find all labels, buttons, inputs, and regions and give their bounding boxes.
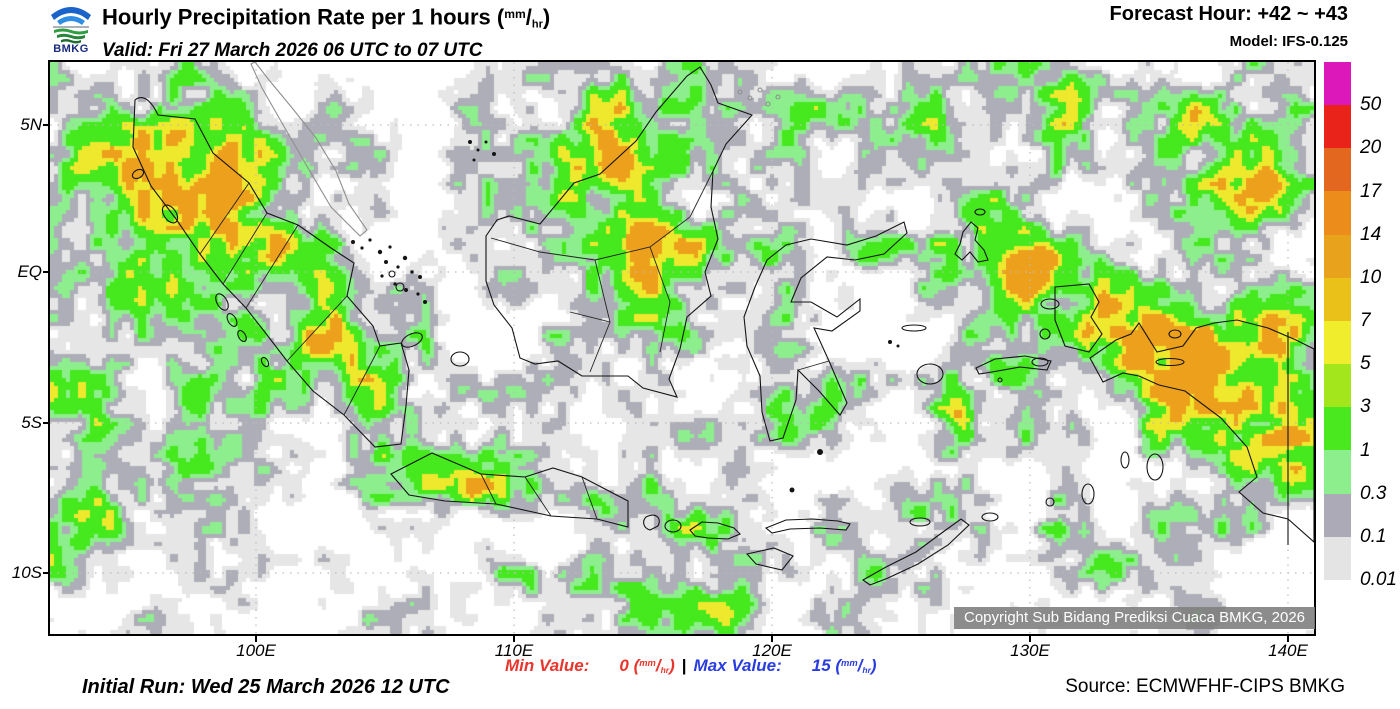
lon-axis-tick xyxy=(1029,636,1031,642)
page-title-text: Hourly Precipitation Rate per 1 hours xyxy=(102,4,491,30)
legend-value-label: 10 xyxy=(1360,266,1382,288)
foreign-coastlines xyxy=(250,62,781,237)
max-label: Max Value: xyxy=(693,656,782,675)
legend-color-step xyxy=(1324,493,1351,537)
legend-value-label: 7 xyxy=(1360,310,1371,331)
lon-axis-label: 130E xyxy=(1010,641,1050,660)
legend-color-step xyxy=(1324,536,1351,580)
legend-value-label: 0.3 xyxy=(1360,482,1387,504)
valid-time-text: Valid: Fri 27 March 2026 06 UTC to 07 UT… xyxy=(102,40,483,62)
lat-axis-label: 5S xyxy=(21,413,42,432)
lon-axis-label: 110E xyxy=(494,641,534,660)
precipitation-map: Copyright Sub Bidang Prediksi Cuaca BMKG… xyxy=(48,60,1316,636)
province-borders xyxy=(199,170,1100,520)
bmkg-logo-text: BMKG xyxy=(53,43,89,55)
legend-color-step xyxy=(1324,191,1351,235)
min-value: 0 xyxy=(619,656,629,675)
min-label: Min Value: xyxy=(505,656,590,675)
legend-colorbar xyxy=(1324,62,1351,580)
forecast-hour-text: Forecast Hour: +42 ~ +43 xyxy=(1109,3,1348,25)
lat-axis-tick xyxy=(43,422,50,424)
legend-color-step xyxy=(1324,148,1351,192)
legend-value-label: 0.01 xyxy=(1360,569,1397,590)
precipitation-field-canvas xyxy=(50,62,1314,634)
bmkg-logo: BMKG xyxy=(44,2,98,58)
legend-color-step xyxy=(1324,364,1351,408)
small-island-dots xyxy=(351,140,900,493)
indonesia-coastlines xyxy=(131,66,1314,586)
max-unit-denominator: hr xyxy=(862,665,871,676)
lon-axis-label: 140E xyxy=(1268,641,1308,660)
lat-axis-tick xyxy=(43,124,50,126)
title-unit-numerator: mm xyxy=(504,7,526,21)
legend-value-label: 1 xyxy=(1360,439,1371,461)
lon-axis-label: 120E xyxy=(752,641,792,660)
legend-value-label: 0.1 xyxy=(1360,525,1387,547)
bmkg-logo-icon xyxy=(51,7,91,44)
lat-axis-label: 10S xyxy=(11,563,42,582)
legend-color-step xyxy=(1324,407,1351,451)
lat-axis-label: EQ xyxy=(17,262,42,281)
title-block: Hourly Precipitation Rate per 1 hours (m… xyxy=(102,1,550,62)
lon-axis-tick xyxy=(1287,636,1289,642)
legend-color-step xyxy=(1324,450,1351,494)
copyright-watermark: Copyright Sub Bidang Prediksi Cuaca BMKG… xyxy=(953,607,1315,629)
min-value-text: Min Value: 0 (mm/hr) xyxy=(505,656,675,676)
legend-color-step xyxy=(1324,62,1351,106)
lon-axis-label: 100E xyxy=(236,641,276,660)
legend-value-label: 3 xyxy=(1360,396,1371,418)
page-title: Hourly Precipitation Rate per 1 hours (m… xyxy=(102,4,551,31)
legend-color-step xyxy=(1324,234,1351,278)
lon-axis-tick xyxy=(513,636,515,642)
initial-run-text: Initial Run: Wed 25 March 2026 12 UTC xyxy=(82,676,450,698)
max-value-text: Max Value: 15 (mm/hr) xyxy=(693,656,877,676)
model-text: Model: IFS-0.125 xyxy=(1229,33,1348,50)
coastline-overlay xyxy=(50,62,1314,634)
lat-axis-tick xyxy=(43,572,50,574)
lon-axis-tick xyxy=(255,636,257,642)
source-text: Source: ECMWFHF-CIPS BMKG xyxy=(1065,676,1345,697)
header-right: Forecast Hour: +42 ~ +43 Model: IFS-0.12… xyxy=(1110,3,1348,50)
max-value: 15 xyxy=(811,656,831,675)
lon-axis-tick xyxy=(771,636,773,642)
min-unit-numerator: mm xyxy=(639,657,656,668)
lat-axis-label: 5N xyxy=(20,115,42,134)
legend-value-label: 14 xyxy=(1360,223,1382,245)
legend-value-label: 50 xyxy=(1360,94,1382,116)
min-unit-denominator: hr xyxy=(660,665,670,676)
legend-color-step xyxy=(1324,277,1351,321)
max-unit-numerator: mm xyxy=(841,657,858,668)
legend-color-step xyxy=(1324,105,1351,149)
legend-value-label: 20 xyxy=(1360,137,1382,159)
graticule xyxy=(50,62,1314,634)
minmax-line: Min Value: 0 (mm/hr) | Max Value: 15 (mm/hr) xyxy=(505,656,877,676)
minmax-separator: | xyxy=(681,656,687,675)
legend-color-step xyxy=(1324,320,1351,365)
legend-value-label: 5 xyxy=(1360,353,1371,375)
title-unit-denominator: hr xyxy=(531,18,543,31)
lat-axis-tick xyxy=(43,271,50,273)
legend-value-label: 17 xyxy=(1360,180,1382,202)
